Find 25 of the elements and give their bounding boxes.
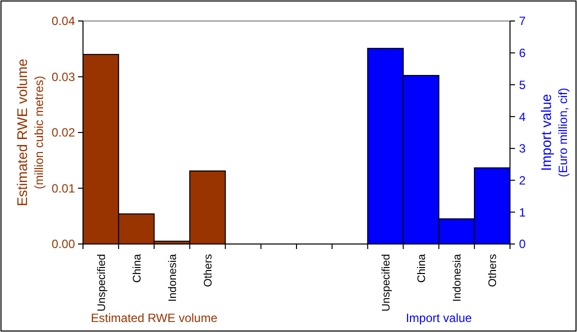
x-tick-label: Indonesia <box>452 253 464 302</box>
y2-tick-label: 7 <box>519 14 526 28</box>
y-tick-label: 0.00 <box>52 237 76 252</box>
text: Import value <box>406 311 472 325</box>
x-tick-label: Others <box>202 254 215 288</box>
y2-tick-label: 1 <box>519 205 526 220</box>
y2-tick-label: 2 <box>519 173 526 188</box>
y-tick-label: 0.03 <box>52 70 76 84</box>
y2-tick-label: 3 <box>519 142 526 156</box>
text: Estimated RWE volume <box>90 311 218 325</box>
y-axis-title: Estimated RWE volume (million cubic metres) <box>14 58 46 206</box>
x-tick-label: Unspecified <box>380 254 392 312</box>
x-tick-label: Indonesia <box>166 253 179 302</box>
y-tick-label: 0.04 <box>52 14 76 28</box>
y2-tick-label: 5 <box>519 78 526 92</box>
y2-tick-label: 6 <box>519 46 526 60</box>
y-tick-label: 0.02 <box>52 126 76 140</box>
y2-tick-label: 0 <box>519 237 526 252</box>
y2-tick-label: 4 <box>519 110 526 124</box>
x-tick-label: China <box>131 253 144 283</box>
y-tick-label: 0.01 <box>52 181 76 196</box>
x-tick-label: China <box>416 253 428 283</box>
x-tick-label: Others <box>487 254 500 288</box>
x-tick-label: Unspecified <box>96 254 108 312</box>
y2-axis-title: Import value (Euro million, cif) <box>538 88 570 178</box>
